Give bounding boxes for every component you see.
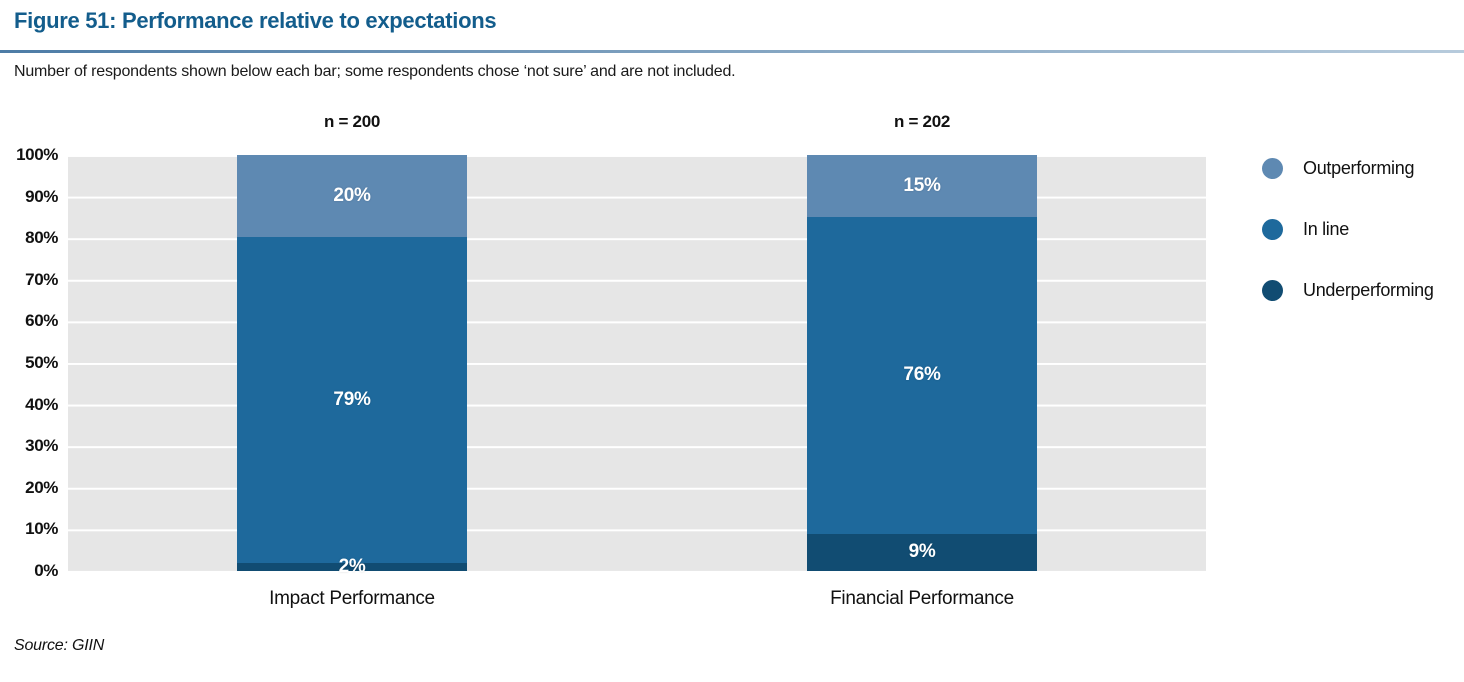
y-tick-label: 10% [25,519,58,539]
legend-label: Underperforming [1303,280,1434,300]
y-tick-label: 20% [25,477,58,497]
figure-title: Figure 51: Performance relative to expec… [14,8,497,33]
segment-value-label: 15% [903,175,941,197]
segment-value-label: 76% [903,364,941,386]
respondent-count-label: n = 202 [893,112,951,131]
figure-subtitle: Number of respondents shown below each b… [14,63,736,80]
bar-segment-outperforming: 20% [237,155,467,238]
category-label-financial-performance: Financial Performance [830,588,1014,609]
bar-segment-underperforming: 9% [807,533,1037,571]
y-tick-label: 0% [34,561,58,580]
respondent-count-label: n = 200 [323,112,381,131]
bar-segment-in-line: 76% [807,217,1037,534]
segment-value-label: 20% [333,185,371,207]
title-divider-rule [0,50,1464,53]
legend-label: Outperforming [1303,158,1415,178]
segment-value-label: 9% [908,541,936,563]
legend-label: In line [1303,219,1349,239]
chart-legend: Outperforming In line Underperforming [1262,158,1434,301]
legend-item-outperforming: Outperforming [1262,158,1434,179]
y-tick-label: 90% [25,186,58,206]
stacked-bar-impact-performance: 20% 79% 2% [237,155,467,577]
y-tick-label: 40% [25,394,58,414]
y-tick-label: 60% [25,311,58,331]
bar-segment-outperforming: 15% [807,155,1037,218]
legend-dot-icon [1262,280,1283,301]
segment-value-label: 79% [333,389,371,411]
bar-segment-in-line: 79% [237,237,467,563]
legend-item-underperforming: Underperforming [1262,280,1434,301]
legend-dot-icon [1262,158,1283,179]
y-tick-label: 100% [16,145,58,164]
segment-value-label: 2% [338,555,366,577]
y-tick-label: 30% [25,436,58,456]
category-label-impact-performance: Impact Performance [269,588,435,609]
bar-segment-underperforming: 2% [237,556,467,577]
y-tick-label: 50% [25,353,58,372]
source-note: Source: GIIN [14,637,105,654]
y-tick-label: 80% [25,228,58,248]
y-tick-label: 70% [25,269,58,289]
stacked-bar-financial-performance: 15% 76% 9% [807,155,1037,571]
legend-dot-icon [1262,219,1283,240]
legend-item-in-line: In line [1262,219,1434,240]
plot-area: 20% 79% 2% 15% 76% 9% [68,155,1206,577]
